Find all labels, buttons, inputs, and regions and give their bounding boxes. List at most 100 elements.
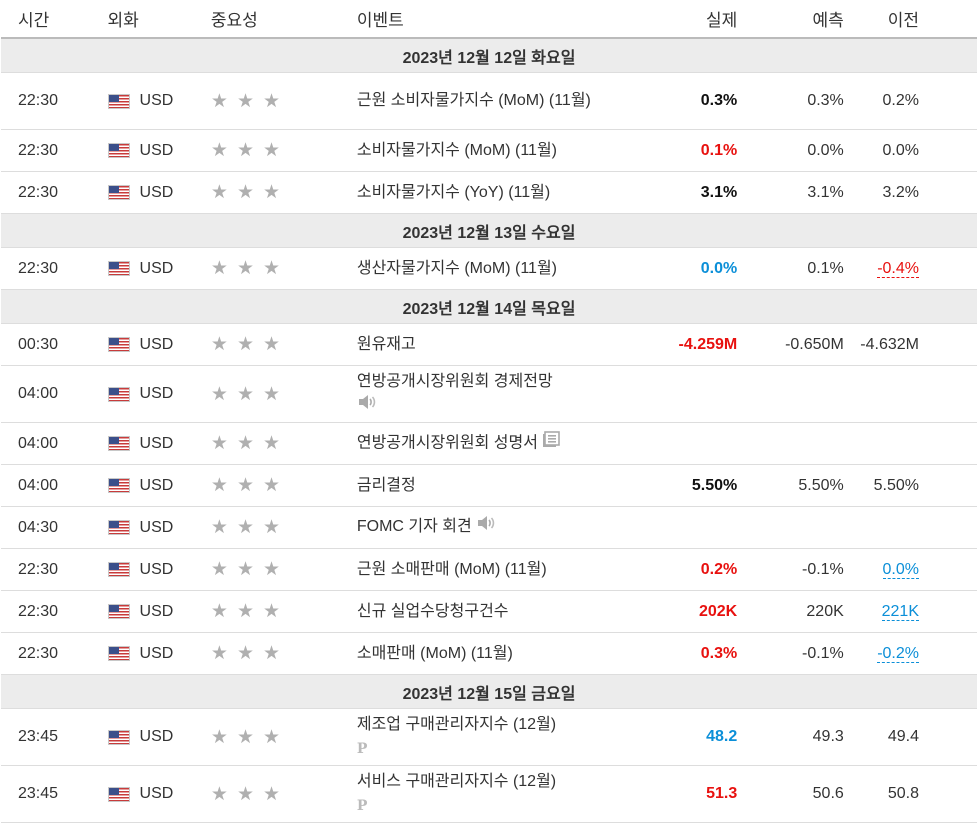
event-name-link[interactable]: 서비스 구매관리자지수 (12월) bbox=[356, 772, 557, 790]
event-row[interactable]: 22:30 USD ★ ★ ★ 근원 소매판매 (MoM) (11월) 0.2% -0.1% 0… bbox=[1, 548, 977, 591]
importance-cell: ★ ★ ★ bbox=[210, 548, 357, 591]
event-name-link[interactable]: 연방공개시장위원회 경제전망 bbox=[356, 372, 553, 390]
header-previous[interactable]: 이전 bbox=[843, 0, 977, 39]
previous-value: 0.2% bbox=[882, 92, 919, 109]
event-name-link[interactable]: 제조업 구매관리자지수 (12월) bbox=[356, 715, 557, 733]
event-name-cell[interactable]: 신규 실업수당청구건수 bbox=[356, 590, 642, 633]
actual-value: 0.3% bbox=[700, 644, 738, 662]
us-flag-icon bbox=[107, 143, 130, 158]
event-name-cell[interactable]: 근원 소비자물가지수 (MoM) (11월) bbox=[356, 72, 642, 130]
actual-value: -4.259M bbox=[678, 335, 738, 353]
importance-star-icon: ★ bbox=[262, 182, 281, 203]
event-row[interactable]: 22:30 USD ★ ★ ★ 소비자물가지수 (MoM) (11월) 0.1% 0.0% 0.… bbox=[1, 129, 977, 172]
importance-star-icon: ★ bbox=[262, 601, 281, 622]
importance-cell: ★ ★ ★ bbox=[210, 365, 357, 423]
event-name-link[interactable]: 원유재고 bbox=[356, 335, 416, 353]
currency-code: USD bbox=[139, 602, 174, 620]
event-name-cell[interactable]: 제조업 구매관리자지수 (12월) 𝐏 bbox=[356, 708, 642, 766]
header-time[interactable]: 시간 bbox=[1, 0, 108, 39]
event-name-cell[interactable]: 근원 소매판매 (MoM) (11월) bbox=[356, 548, 642, 591]
event-name-cell[interactable]: FOMC 기자 회견 bbox=[356, 506, 642, 549]
event-row[interactable]: 23:45 USD ★ ★ ★ 서비스 구매관리자지수 (12월) 𝐏 51.3 50.6 50.… bbox=[1, 765, 977, 823]
forecast-value: -0.1% bbox=[737, 548, 844, 591]
event-name-cell[interactable]: 소비자물가지수 (MoM) (11월) bbox=[356, 129, 642, 172]
header-actual[interactable]: 실제 bbox=[641, 0, 738, 39]
event-name-cell[interactable]: 생산자물가지수 (MoM) (11월) bbox=[356, 247, 642, 290]
header-importance[interactable]: 중요성 bbox=[210, 0, 357, 39]
actual-value: 202K bbox=[698, 602, 738, 620]
event-name-link[interactable]: FOMC 기자 회견 bbox=[356, 518, 472, 536]
importance-cell: ★ ★ ★ bbox=[210, 129, 357, 172]
speech-speaker-icon[interactable] bbox=[357, 394, 377, 418]
event-name-link[interactable]: 근원 소비자물가지수 (MoM) (11월) bbox=[356, 92, 591, 109]
event-name-link[interactable]: 소비자물가지수 (YoY) (11월) bbox=[356, 183, 551, 201]
event-name-link[interactable]: 금리결정 bbox=[356, 476, 416, 494]
event-row[interactable]: 22:30 USD ★ ★ ★ 소매판매 (MoM) (11월) 0.3% -0.1% -0.2… bbox=[1, 632, 977, 675]
day-header-row: 2023년 12월 15일 금요일 bbox=[1, 674, 977, 709]
us-flag-icon bbox=[107, 646, 130, 661]
event-name-cell[interactable]: 서비스 구매관리자지수 (12월) 𝐏 bbox=[356, 765, 642, 823]
importance-star-icon: ★ bbox=[210, 475, 228, 496]
event-name-cell[interactable]: 원유재고 bbox=[356, 323, 642, 366]
us-flag-icon bbox=[107, 185, 130, 200]
actual-value: 0.2% bbox=[700, 560, 738, 578]
actual-cell bbox=[641, 365, 738, 423]
previous-value[interactable]: -0.4% bbox=[877, 259, 919, 278]
event-name-cell[interactable]: 소비자물가지수 (YoY) (11월) bbox=[356, 171, 642, 214]
forecast-value: 3.1% bbox=[737, 171, 844, 214]
importance-star-icon: ★ bbox=[236, 726, 254, 748]
event-name-link[interactable]: 소비자물가지수 (MoM) (11월) bbox=[356, 141, 557, 159]
currency-code: USD bbox=[139, 385, 174, 402]
event-name-cell[interactable]: 금리결정 bbox=[356, 464, 642, 507]
event-time: 04:00 bbox=[1, 365, 108, 423]
event-name-cell[interactable]: 연방공개시장위원회 경제전망 bbox=[356, 365, 642, 423]
actual-value: 0.3% bbox=[700, 92, 738, 109]
event-name-cell[interactable]: 소매판매 (MoM) (11월) bbox=[356, 632, 642, 675]
event-name-cell[interactable]: 연방공개시장위원회 성명서 bbox=[356, 422, 642, 465]
event-row[interactable]: 22:30 USD ★ ★ ★ 신규 실업수당청구건수 202K 220K 221K bbox=[1, 590, 977, 633]
event-row[interactable]: 04:00 USD ★ ★ ★ 금리결정 5.50% 5.50% 5.50% bbox=[1, 464, 977, 507]
importance-star-icon: ★ bbox=[262, 334, 281, 355]
previous-value[interactable]: 0.0% bbox=[882, 560, 919, 579]
previous-value: 5.50% bbox=[873, 476, 919, 494]
importance-star-icon: ★ bbox=[236, 601, 254, 622]
speech-speaker-icon[interactable] bbox=[476, 515, 496, 539]
event-row[interactable]: 04:30 USD ★ ★ ★ FOMC 기자 회견 bbox=[1, 506, 977, 549]
event-name-link[interactable]: 근원 소매판매 (MoM) (11월) bbox=[356, 560, 547, 578]
previous-value[interactable]: -0.2% bbox=[877, 644, 919, 663]
previous-value[interactable]: 221K bbox=[881, 602, 919, 621]
importance-cell: ★ ★ ★ bbox=[210, 506, 357, 549]
event-row[interactable]: 04:00 USD ★ ★ ★ 연방공개시장위원회 성명서 bbox=[1, 422, 977, 465]
currency-code: USD bbox=[139, 785, 174, 802]
actual-cell: 51.3 bbox=[641, 765, 738, 823]
currency-cell: USD bbox=[107, 323, 211, 366]
currency-code: USD bbox=[139, 183, 174, 201]
event-row[interactable]: 04:00 USD ★ ★ ★ 연방공개시장위원회 경제전망 bbox=[1, 365, 977, 423]
importance-star-icon: ★ bbox=[210, 258, 228, 279]
event-name-link[interactable]: 소매판매 (MoM) (11월) bbox=[356, 644, 513, 662]
event-time: 04:00 bbox=[1, 464, 108, 507]
header-currency[interactable]: 외화 bbox=[107, 0, 211, 39]
event-row[interactable]: 22:30 USD ★ ★ ★ 소비자물가지수 (YoY) (11월) 3.1% 3.1% 3.… bbox=[1, 171, 977, 214]
importance-star-icon: ★ bbox=[236, 643, 254, 664]
event-name-link[interactable]: 생산자물가지수 (MoM) (11월) bbox=[356, 259, 557, 277]
actual-value: 0.1% bbox=[700, 141, 738, 159]
forecast-value: 0.1% bbox=[737, 247, 844, 290]
header-event[interactable]: 이벤트 bbox=[356, 0, 642, 39]
us-flag-icon bbox=[107, 729, 130, 745]
currency-cell: USD bbox=[107, 548, 211, 591]
event-row[interactable]: 23:45 USD ★ ★ ★ 제조업 구매관리자지수 (12월) 𝐏 48.2 49.3 49.… bbox=[1, 708, 977, 766]
event-row[interactable]: 22:30 USD ★ ★ ★ 생산자물가지수 (MoM) (11월) 0.0% 0.1% -0… bbox=[1, 247, 977, 290]
event-row[interactable]: 22:30 USD ★ ★ ★ 근원 소비자물가지수 (MoM) (11월) 0.3% 0.3… bbox=[1, 72, 977, 130]
event-name-link[interactable]: 연방공개시장위원회 성명서 bbox=[356, 434, 538, 452]
event-row[interactable]: 00:30 USD ★ ★ ★ 원유재고 -4.259M -0.650M -4.632M bbox=[1, 323, 977, 366]
currency-code: USD bbox=[139, 141, 174, 159]
forecast-value: 0.0% bbox=[737, 129, 844, 172]
importance-star-icon: ★ bbox=[262, 726, 281, 748]
us-flag-icon bbox=[107, 604, 130, 619]
document-icon[interactable] bbox=[542, 431, 561, 456]
event-name-link[interactable]: 신규 실업수당청구건수 bbox=[356, 602, 509, 620]
event-time: 04:00 bbox=[1, 422, 108, 465]
header-forecast[interactable]: 예측 bbox=[737, 0, 844, 39]
